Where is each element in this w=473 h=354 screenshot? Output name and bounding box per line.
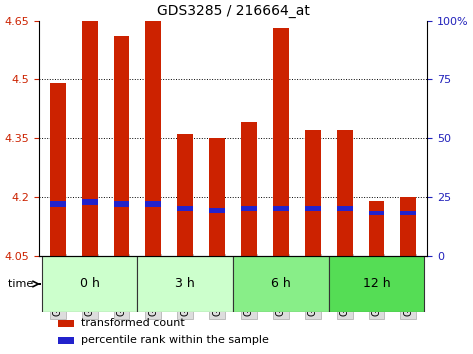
- Bar: [305, 130, 321, 256]
- Bar: [400, 197, 416, 256]
- Bar: [177, 134, 193, 256]
- Text: 12 h: 12 h: [363, 278, 390, 291]
- FancyBboxPatch shape: [138, 256, 233, 312]
- Bar: [145, 201, 161, 207]
- Text: 0 h: 0 h: [79, 278, 100, 291]
- Bar: [209, 207, 225, 213]
- Bar: [241, 122, 257, 256]
- Text: transformed count: transformed count: [81, 319, 185, 329]
- Bar: [82, 21, 97, 256]
- Text: 3 h: 3 h: [175, 278, 195, 291]
- Bar: [273, 28, 289, 256]
- Bar: [114, 36, 130, 256]
- Bar: [273, 206, 289, 211]
- FancyBboxPatch shape: [233, 256, 329, 312]
- Title: GDS3285 / 216664_at: GDS3285 / 216664_at: [157, 4, 309, 18]
- Bar: [114, 201, 130, 207]
- Text: time: time: [9, 279, 37, 289]
- Bar: [368, 201, 385, 256]
- Bar: [50, 83, 66, 256]
- Bar: [337, 206, 352, 211]
- Bar: [58, 337, 74, 344]
- FancyBboxPatch shape: [42, 256, 138, 312]
- Bar: [82, 199, 97, 205]
- Bar: [368, 211, 385, 215]
- Bar: [58, 320, 74, 327]
- Bar: [400, 211, 416, 215]
- FancyBboxPatch shape: [329, 256, 424, 312]
- Bar: [241, 206, 257, 211]
- Bar: [145, 1, 161, 256]
- Bar: [305, 206, 321, 211]
- Text: 6 h: 6 h: [271, 278, 291, 291]
- Bar: [209, 138, 225, 256]
- Bar: [177, 206, 193, 211]
- Bar: [50, 201, 66, 207]
- Bar: [337, 130, 352, 256]
- Text: percentile rank within the sample: percentile rank within the sample: [81, 336, 269, 346]
